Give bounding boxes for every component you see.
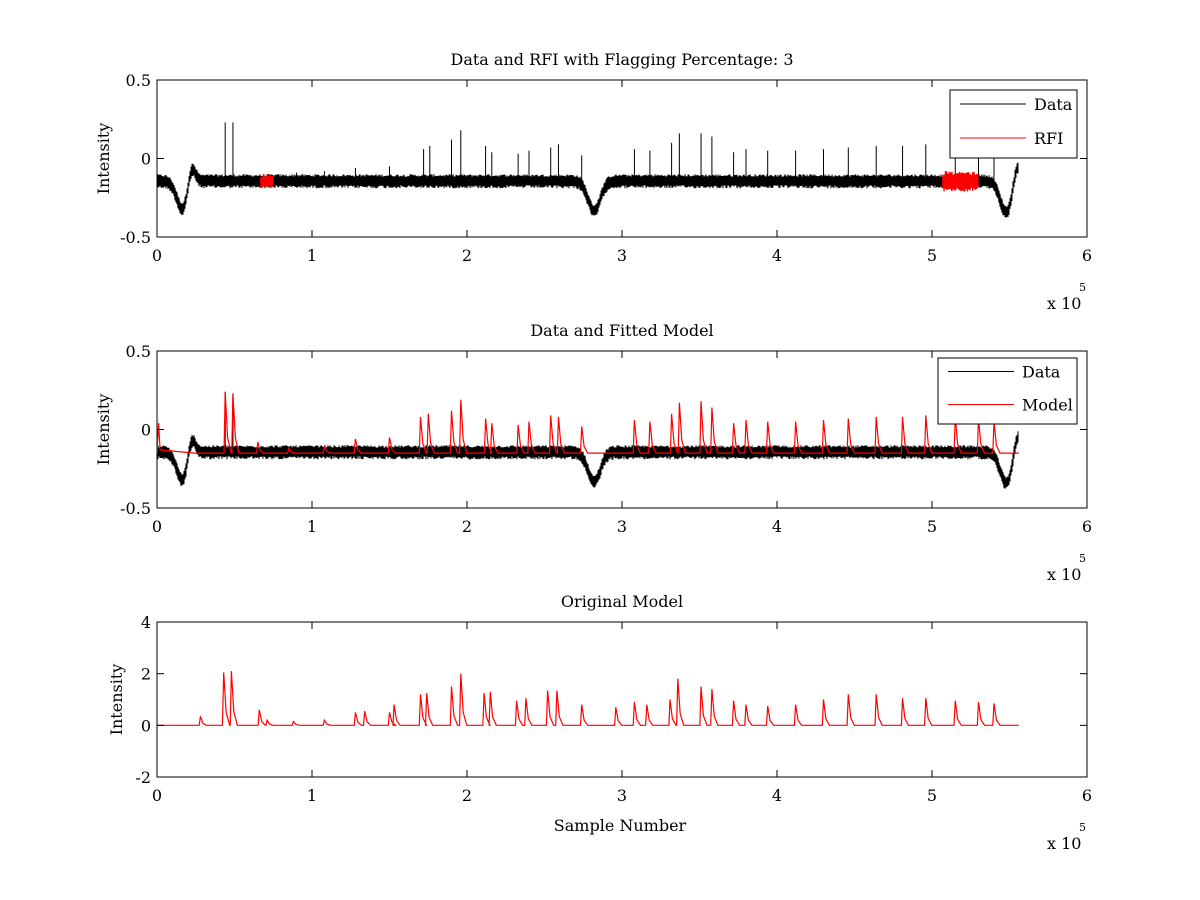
x-tick-label: 6 xyxy=(1082,246,1092,265)
legend-box xyxy=(949,89,1078,159)
series-layer xyxy=(157,671,1019,726)
x-tick-label: 3 xyxy=(617,517,627,536)
y-tick-label: -0.5 xyxy=(120,228,151,247)
series-data-trace xyxy=(157,162,1019,218)
legend-label-rfi: RFI xyxy=(1034,129,1063,148)
x-tick-label: 2 xyxy=(462,246,472,265)
legend-label-model: Model xyxy=(1022,396,1073,415)
x-axis-label: Sample Number xyxy=(554,816,687,835)
y-tick-label: 0.5 xyxy=(126,71,151,90)
x-tick-label: 0 xyxy=(152,517,162,536)
series-layer xyxy=(157,122,1019,218)
legend-label-data: Data xyxy=(1034,95,1073,114)
series-rfi-region xyxy=(260,174,274,189)
x-tick-label: 3 xyxy=(617,246,627,265)
x-multiplier-exponent: 5 xyxy=(1079,821,1086,834)
legend: Data RFI xyxy=(949,89,1078,159)
x-tick-label: 0 xyxy=(152,246,162,265)
y-tick-label: 0 xyxy=(141,150,151,169)
series-data-trace xyxy=(157,431,1019,489)
x-tick-label: 2 xyxy=(462,786,472,805)
series-model-trace xyxy=(157,391,1019,454)
axes-box xyxy=(156,350,1088,509)
y-tick-label: 2 xyxy=(141,665,151,684)
legend-box xyxy=(937,357,1078,425)
x-tick-label: 1 xyxy=(307,246,317,265)
y-axis-label: Intensity xyxy=(94,394,113,466)
x-tick-label: 4 xyxy=(772,517,782,536)
x-tick-label: 6 xyxy=(1082,786,1092,805)
x-tick-label: 3 xyxy=(617,786,627,805)
x-tick-label: 5 xyxy=(927,517,937,536)
x-tick-label: 4 xyxy=(772,246,782,265)
legend: Data Model xyxy=(937,357,1078,425)
chart-title: Data and Fitted Model xyxy=(530,321,713,340)
x-tick-label: 0 xyxy=(152,786,162,805)
x-multiplier-exponent: 5 xyxy=(1079,552,1086,565)
chart-title: Data and RFI with Flagging Percentage: 3 xyxy=(450,50,793,69)
series-model-trace xyxy=(157,671,1019,726)
y-axis-label: Intensity xyxy=(94,123,113,195)
x-tick-label: 4 xyxy=(772,786,782,805)
y-tick-label: 4 xyxy=(141,613,151,632)
x-tick-label: 1 xyxy=(307,786,317,805)
legend-label-data: Data xyxy=(1022,363,1061,382)
series-rfi-region xyxy=(942,171,979,192)
y-tick-label: -2 xyxy=(135,768,151,787)
y-tick-label: 0.5 xyxy=(126,342,151,361)
x-tick-label: 2 xyxy=(462,517,472,536)
x-multiplier-base: x 10 xyxy=(1047,834,1081,853)
y-tick-label: 0 xyxy=(141,716,151,735)
x-tick-label: 6 xyxy=(1082,517,1092,536)
series-layer xyxy=(157,391,1019,489)
x-tick-label: 1 xyxy=(307,517,317,536)
x-multiplier-base: x 10 xyxy=(1047,294,1081,313)
x-multiplier-base: x 10 xyxy=(1047,565,1081,584)
x-tick-label: 5 xyxy=(927,246,937,265)
x-tick-label: 5 xyxy=(927,786,937,805)
chart-title: Original Model xyxy=(561,592,683,611)
y-tick-label: -0.5 xyxy=(120,499,151,518)
axes-box xyxy=(156,621,1088,778)
axes-box xyxy=(156,79,1088,238)
x-multiplier-exponent: 5 xyxy=(1079,281,1086,294)
y-axis-label: Intensity xyxy=(107,664,126,736)
y-tick-label: 0 xyxy=(141,421,151,440)
